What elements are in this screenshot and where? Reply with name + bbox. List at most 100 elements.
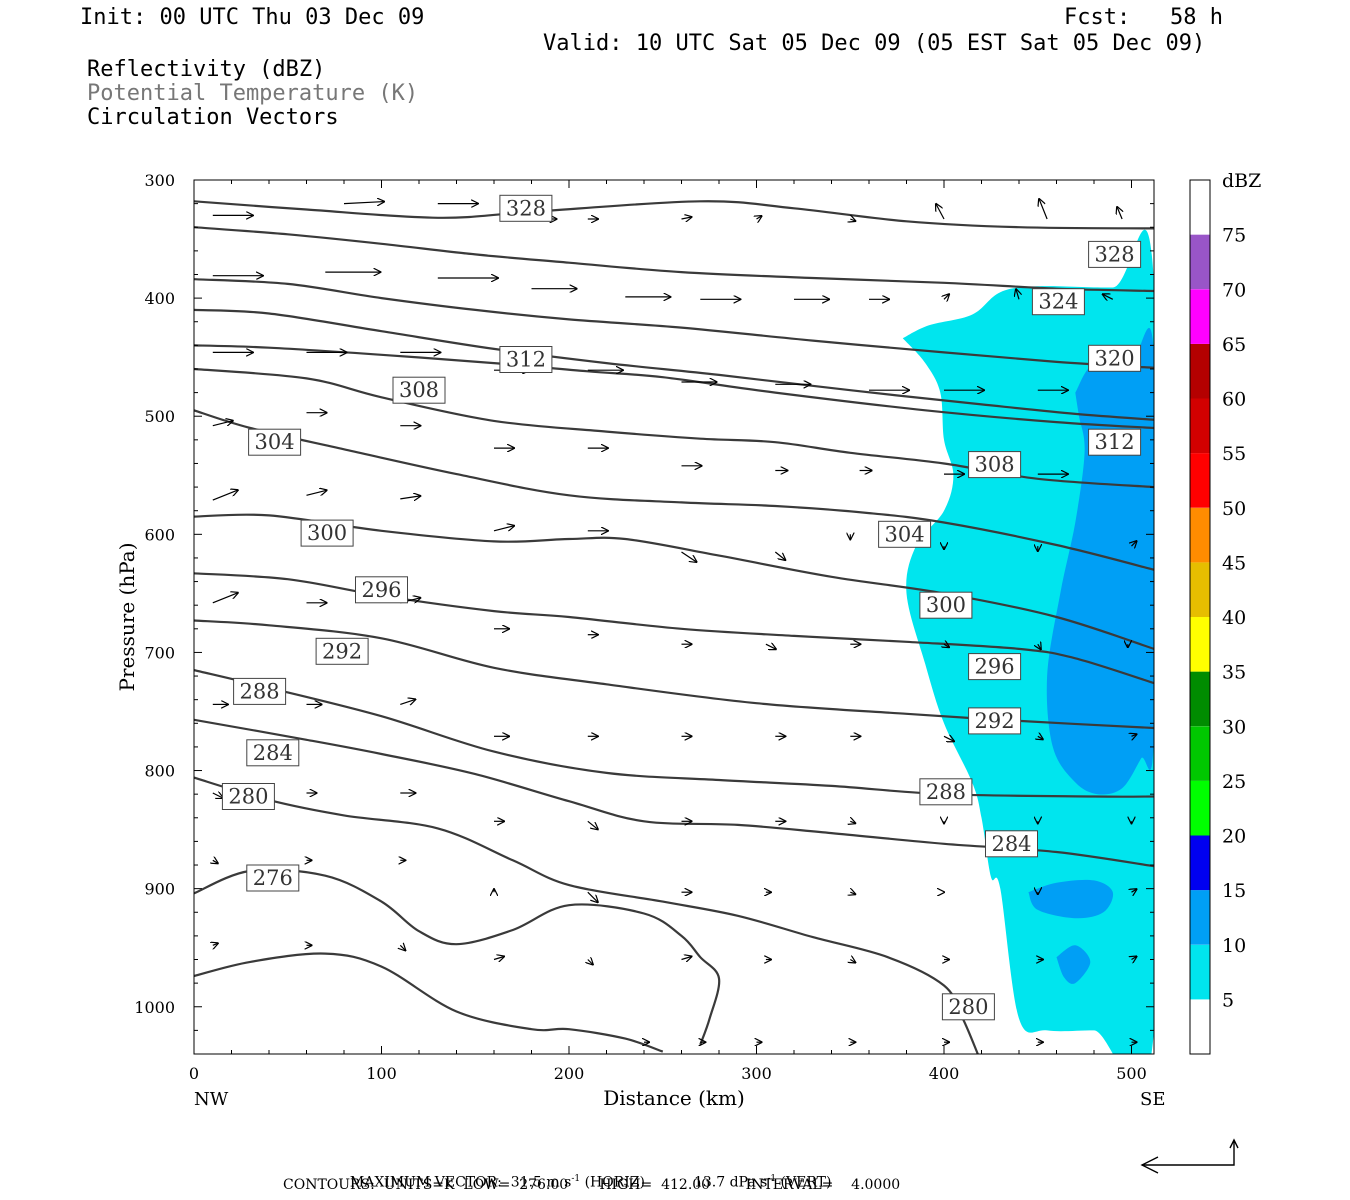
circulation-vector [681,957,692,960]
field-theta: Potential Temperature (K) [87,81,419,106]
x-tick-label: 0 [189,1064,199,1083]
theta-contour-label: 308 [968,451,1022,479]
y-tick-label: 800 [144,762,175,781]
circulation-vector [936,204,945,220]
circulation-vector [1038,736,1043,739]
theta-contour-label: 296 [968,653,1022,681]
colorbar-level-label: 70 [1222,279,1246,301]
theta-contour-line [194,718,1154,868]
colorbar-level-label: 50 [1222,498,1246,520]
x-tick-label: 200 [554,1064,585,1083]
reflectivity-10dbz-cell [1056,945,1091,984]
circulation-vector [493,957,504,960]
field-reflectivity: Reflectivity (dBZ) [87,57,326,82]
vert-value: 13.7 dPa s [693,1174,768,1191]
svg-text:308: 308 [975,453,1015,477]
svg-text:304: 304 [255,430,295,454]
theta-contour-label: 328 [499,194,553,222]
colorbar-level-label: 15 [1222,880,1246,902]
svg-text:320: 320 [1095,346,1135,370]
svg-text:292: 292 [975,709,1015,733]
circulation-vector [212,421,233,427]
circulation-vector [213,860,218,863]
circulation-vector [1132,889,1137,892]
colorbar-swatch [1190,180,1210,235]
circulation-vector [850,219,855,221]
circulation-vector [213,943,218,945]
svg-text:328: 328 [1095,242,1135,266]
circulation-vector [587,891,598,902]
theta-contour-label: 280 [941,993,995,1021]
theta-contour-label: 328 [1088,240,1142,268]
circulation-vector [850,960,855,963]
circulation-vector [850,821,855,823]
circulation-vector [1103,294,1114,299]
colorbar-swatch [1190,617,1210,672]
svg-text:292: 292 [322,639,362,663]
theta-contour-line [194,669,1154,798]
reflectivity-10dbz-cell [1028,879,1114,919]
circulation-vector [850,892,855,894]
circulation-vector [1132,541,1137,546]
colorbar-level-label: 45 [1222,552,1246,574]
x-end-label-left: NW [194,1089,229,1110]
theta-contour-line [194,776,979,1054]
colorbar-level-label: 35 [1222,662,1246,684]
plot-frame [193,179,1155,1055]
circulation-vector [1132,734,1137,736]
circulation-vector [212,793,223,798]
circulation-vector [1117,207,1122,220]
circulation-vector [587,820,598,829]
y-tick-label: 1000 [134,998,175,1017]
circulation-vector [1132,957,1137,960]
theta-contour-line [194,278,1154,369]
y-tick-label: 500 [144,407,175,426]
svg-text:304: 304 [885,522,925,546]
colorbar-frame [1189,179,1211,1055]
colorbar-swatch [1190,398,1210,454]
theta-contour-label: 320 [1088,344,1142,372]
theta-contour-label: 300 [300,519,354,547]
colorbar-level-label: 75 [1222,225,1246,247]
svg-text:284: 284 [253,741,293,765]
svg-text:312: 312 [1095,430,1135,454]
max-vector-label: MAXIMUM VECTOR: [349,1174,502,1191]
reference-vector [1140,1138,1239,1174]
circulation-vector [1038,644,1041,649]
theta-contour-label: 292 [968,707,1022,735]
svg-text:300: 300 [307,521,347,545]
theta-contour-label: 296 [355,576,408,604]
svg-text:288: 288 [926,780,966,804]
svg-text:324: 324 [1038,290,1078,314]
colorbar-level-label: 60 [1222,389,1246,411]
svg-text:276: 276 [253,866,293,890]
circulation-vector [588,960,593,965]
theta-contour-line [194,409,1154,571]
circulation-vector [400,699,415,704]
theta-contour-label: 312 [1088,428,1142,456]
colorbar-level-label: 20 [1222,826,1246,848]
svg-text:308: 308 [399,378,439,402]
circulation-vector [212,593,238,604]
circulation-vector [1016,289,1019,300]
y-tick-label: 300 [144,171,175,190]
colorbar-swatch [1190,234,1210,290]
theta-contour-label: 288 [233,677,287,705]
theta-contour-label: 280 [221,783,275,810]
theta-contour-label: 304 [248,428,302,456]
svg-text:312: 312 [506,348,546,372]
colorbar-swatch [1190,890,1210,945]
circulation-vector [944,294,949,299]
x-axis-title: Distance (km) [603,1086,745,1110]
theta-contour-label: 324 [1031,288,1085,316]
theta-contour-label: 284 [246,739,300,767]
svg-text:280: 280 [228,785,268,809]
horiz-value: 31.5 m s [510,1174,572,1191]
y-tick-label: 900 [144,880,175,899]
svg-text:296: 296 [361,578,401,602]
horiz-unit-sup: -1 [571,1174,581,1184]
colorbar-level-label: 30 [1222,716,1246,738]
theta-contour-line [194,200,1154,230]
x-end-label-right: SE [1140,1089,1165,1110]
